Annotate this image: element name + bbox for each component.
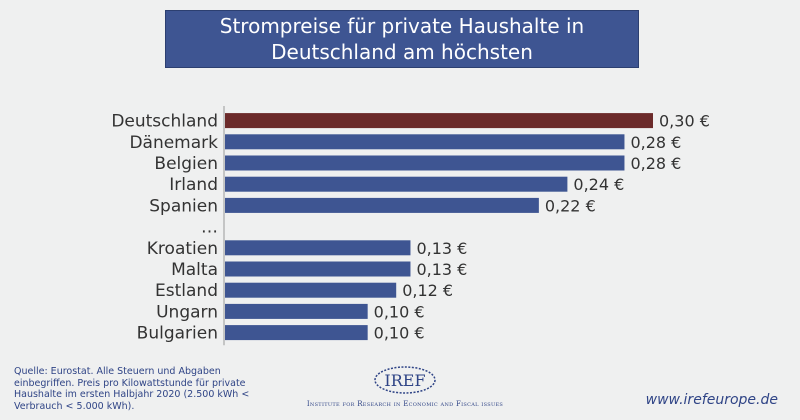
iref-logo[interactable]: IREF Institute for Research in Economic … <box>300 362 510 412</box>
logo-tagline: Institute for Research in Economic and F… <box>306 400 504 408</box>
source-note: Quelle: Eurostat. Alle Steuern und Abgab… <box>14 366 250 412</box>
value-label: 0,28 € <box>630 154 681 173</box>
chart-title-box: Strompreise für private Haushalte in Deu… <box>165 10 639 68</box>
value-label: 0,30 € <box>659 112 710 131</box>
bar-highlight <box>225 113 653 129</box>
value-label: 0,13 € <box>416 239 467 258</box>
value-label: 0,10 € <box>374 324 425 343</box>
category-label: Bulgarien <box>137 324 218 344</box>
iref-logo-graphic: IREF <box>374 366 436 394</box>
category-label: Estland <box>155 281 218 301</box>
category-label: Belgien <box>154 154 218 174</box>
bar <box>225 240 411 256</box>
value-label: 0,28 € <box>630 133 681 152</box>
value-label: 0,22 € <box>545 196 596 215</box>
category-label: Kroatien <box>147 239 218 259</box>
bar-chart: Deutschland 0,30 € Dänemark 0,28 € Belgien 0,… <box>111 106 710 346</box>
bar <box>225 261 411 277</box>
bar <box>225 155 625 171</box>
value-label: 0,10 € <box>374 302 425 321</box>
category-label: Dänemark <box>129 133 218 153</box>
bar <box>225 282 397 298</box>
logo-wordmark: IREF <box>384 371 425 390</box>
bar <box>225 134 625 150</box>
chart-title: Strompreise für private Haushalte in Deu… <box>219 14 585 64</box>
value-label: 0,13 € <box>416 260 467 279</box>
category-label: … <box>201 218 218 238</box>
category-label: Irland <box>169 175 218 195</box>
bar <box>225 176 568 192</box>
value-label: 0,24 € <box>573 175 624 194</box>
website-link[interactable]: www.irefeurope.de <box>645 392 778 408</box>
bar <box>225 303 368 319</box>
category-label: Spanien <box>149 196 218 216</box>
bar <box>225 325 368 341</box>
bar <box>225 197 539 213</box>
value-label: 0,12 € <box>402 281 453 300</box>
category-label: Malta <box>171 260 218 280</box>
category-label: Ungarn <box>156 302 218 322</box>
category-label: Deutschland <box>111 112 218 132</box>
